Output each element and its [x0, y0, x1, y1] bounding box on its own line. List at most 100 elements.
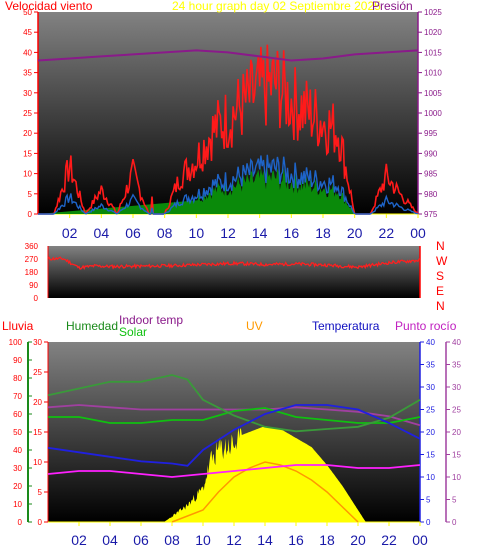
rain-tick-label: 50: [13, 428, 22, 437]
rain-tick-label: 10: [13, 500, 22, 509]
x-tick-label: 02: [62, 225, 78, 241]
x-tick-label: 00: [410, 225, 426, 241]
x-tick-label: 20: [347, 225, 363, 241]
pressure-tick-label: 975: [424, 210, 438, 219]
temperature-tick-label: 20: [426, 428, 435, 437]
dew-point-tick-label: 20: [452, 428, 461, 437]
x-tick-label: 06: [125, 225, 141, 241]
x-tick-label: 20: [350, 532, 366, 548]
solar-area: [164, 426, 366, 522]
temperature-line: [47, 404, 421, 467]
dew-point-tick-label: 30: [452, 383, 461, 392]
x-tick-label: 18: [315, 225, 331, 241]
rain-tick-label: 40: [13, 446, 22, 455]
x-tick-label: 22: [381, 532, 397, 548]
pressure-label: Presión: [372, 0, 413, 13]
climate-ticks: 0102030405060708090100051015202530051015…: [9, 338, 462, 527]
x-tick-label: 12: [220, 225, 236, 241]
wind-panel-bg: [38, 12, 418, 214]
pressure-tick-label: 1005: [424, 89, 442, 98]
x-tick-label: 16: [284, 225, 300, 241]
wind-tick-label: 0: [28, 210, 33, 219]
rain-tick-label: 100: [9, 338, 23, 347]
wind-tick-label: 5: [28, 190, 33, 199]
temperature-tick-label: 30: [426, 383, 435, 392]
dew-point-tick-label: 15: [452, 451, 461, 460]
x-tick-label: 00: [412, 532, 428, 548]
wind-tick-label: 25: [23, 109, 32, 118]
humidity-label: Humedad: [66, 319, 118, 333]
indoor-temp-line: [48, 407, 421, 424]
wind-tick-label: 45: [23, 28, 32, 37]
uv-line: [171, 461, 359, 523]
x-tick-label: 18: [319, 532, 335, 548]
dew-point-label: Punto rocío: [395, 319, 457, 333]
compass-label: N: [436, 239, 445, 253]
pressure-tick-label: 1025: [424, 8, 442, 17]
climate-marks: [47, 374, 421, 523]
direction-marks: [47, 256, 421, 270]
x-tick-label: 08: [157, 225, 173, 241]
x-tick-label: 04: [102, 532, 118, 548]
wind-tick-label: 50: [23, 8, 32, 17]
pressure-tick-label: 995: [424, 129, 438, 138]
temperature-tick-label: 15: [426, 451, 435, 460]
rain-tick-label: 20: [13, 482, 22, 491]
solar-label: Solar: [119, 325, 147, 339]
rain-tick-label: 30: [13, 464, 22, 473]
x-tick-label: 16: [288, 532, 304, 548]
humidity-tick-label: 15: [33, 428, 42, 437]
x-tick-label: 10: [189, 225, 205, 241]
wind-ticks: 0510152025303540455097598098599099510001…: [23, 8, 442, 219]
wind-tick-label: 10: [23, 170, 32, 179]
dew-point-tick-label: 40: [452, 338, 461, 347]
temperature-tick-label: 10: [426, 473, 435, 482]
dew-point-tick-label: 35: [452, 361, 461, 370]
dew-point-tick-label: 5: [452, 496, 457, 505]
pressure-tick-label: 980: [424, 190, 438, 199]
temperature-tick-label: 0: [426, 518, 431, 527]
compass-label: S: [436, 269, 444, 283]
pressure-tick-label: 985: [424, 170, 438, 179]
direction-tick-label: 0: [34, 294, 39, 303]
magenta-line: [47, 464, 421, 478]
wind-green-area: [38, 166, 354, 214]
x-tick-label: 02: [71, 532, 87, 548]
direction-line: [47, 256, 421, 270]
rain-label: Lluvia: [2, 319, 34, 333]
rain-tick-label: 90: [13, 356, 22, 365]
compass-label: W: [436, 254, 448, 268]
pressure-line: [37, 49, 419, 62]
wind-tick-label: 20: [23, 129, 32, 138]
dew-point-tick-label: 0: [452, 518, 457, 527]
pressure-tick-label: 1020: [424, 28, 442, 37]
rain-tick-label: 60: [13, 410, 22, 419]
x-tick-label: 08: [164, 532, 180, 548]
wind-tick-label: 30: [23, 89, 32, 98]
dew-point-tick-label: 10: [452, 473, 461, 482]
direction-panel-bg: [48, 246, 420, 298]
temperature-tick-label: 25: [426, 406, 435, 415]
direction-tick-label: 360: [25, 242, 39, 251]
direction-tick-label: 270: [25, 255, 39, 264]
x-tick-label: 10: [195, 532, 211, 548]
rain-tick-label: 80: [13, 374, 22, 383]
humidity-tick-label: 10: [33, 458, 42, 467]
wind-label: Velocidad viento: [5, 0, 93, 13]
x-tick-label: 04: [94, 225, 110, 241]
temperature-tick-label: 35: [426, 361, 435, 370]
wind-tick-label: 40: [23, 48, 32, 57]
humidity-tick-label: 30: [33, 338, 42, 347]
x-tick-label: 22: [379, 225, 395, 241]
humidity-tick-label: 0: [38, 518, 43, 527]
pressure-tick-label: 1010: [424, 69, 442, 78]
temperature-label: Temperatura: [312, 319, 380, 333]
direction-tick-label: 180: [25, 268, 39, 277]
indoor-temp-label: Indoor temp: [119, 313, 183, 327]
humidity-tick-label: 5: [38, 488, 43, 497]
humidity-tick-label: 20: [33, 398, 42, 407]
chart-title: 24 hour graph day 02 Septiembre 2025: [172, 0, 381, 13]
x-ticks-wind: 02 04 06 08 10 12 14 16 18 20 22 00: [62, 214, 426, 241]
